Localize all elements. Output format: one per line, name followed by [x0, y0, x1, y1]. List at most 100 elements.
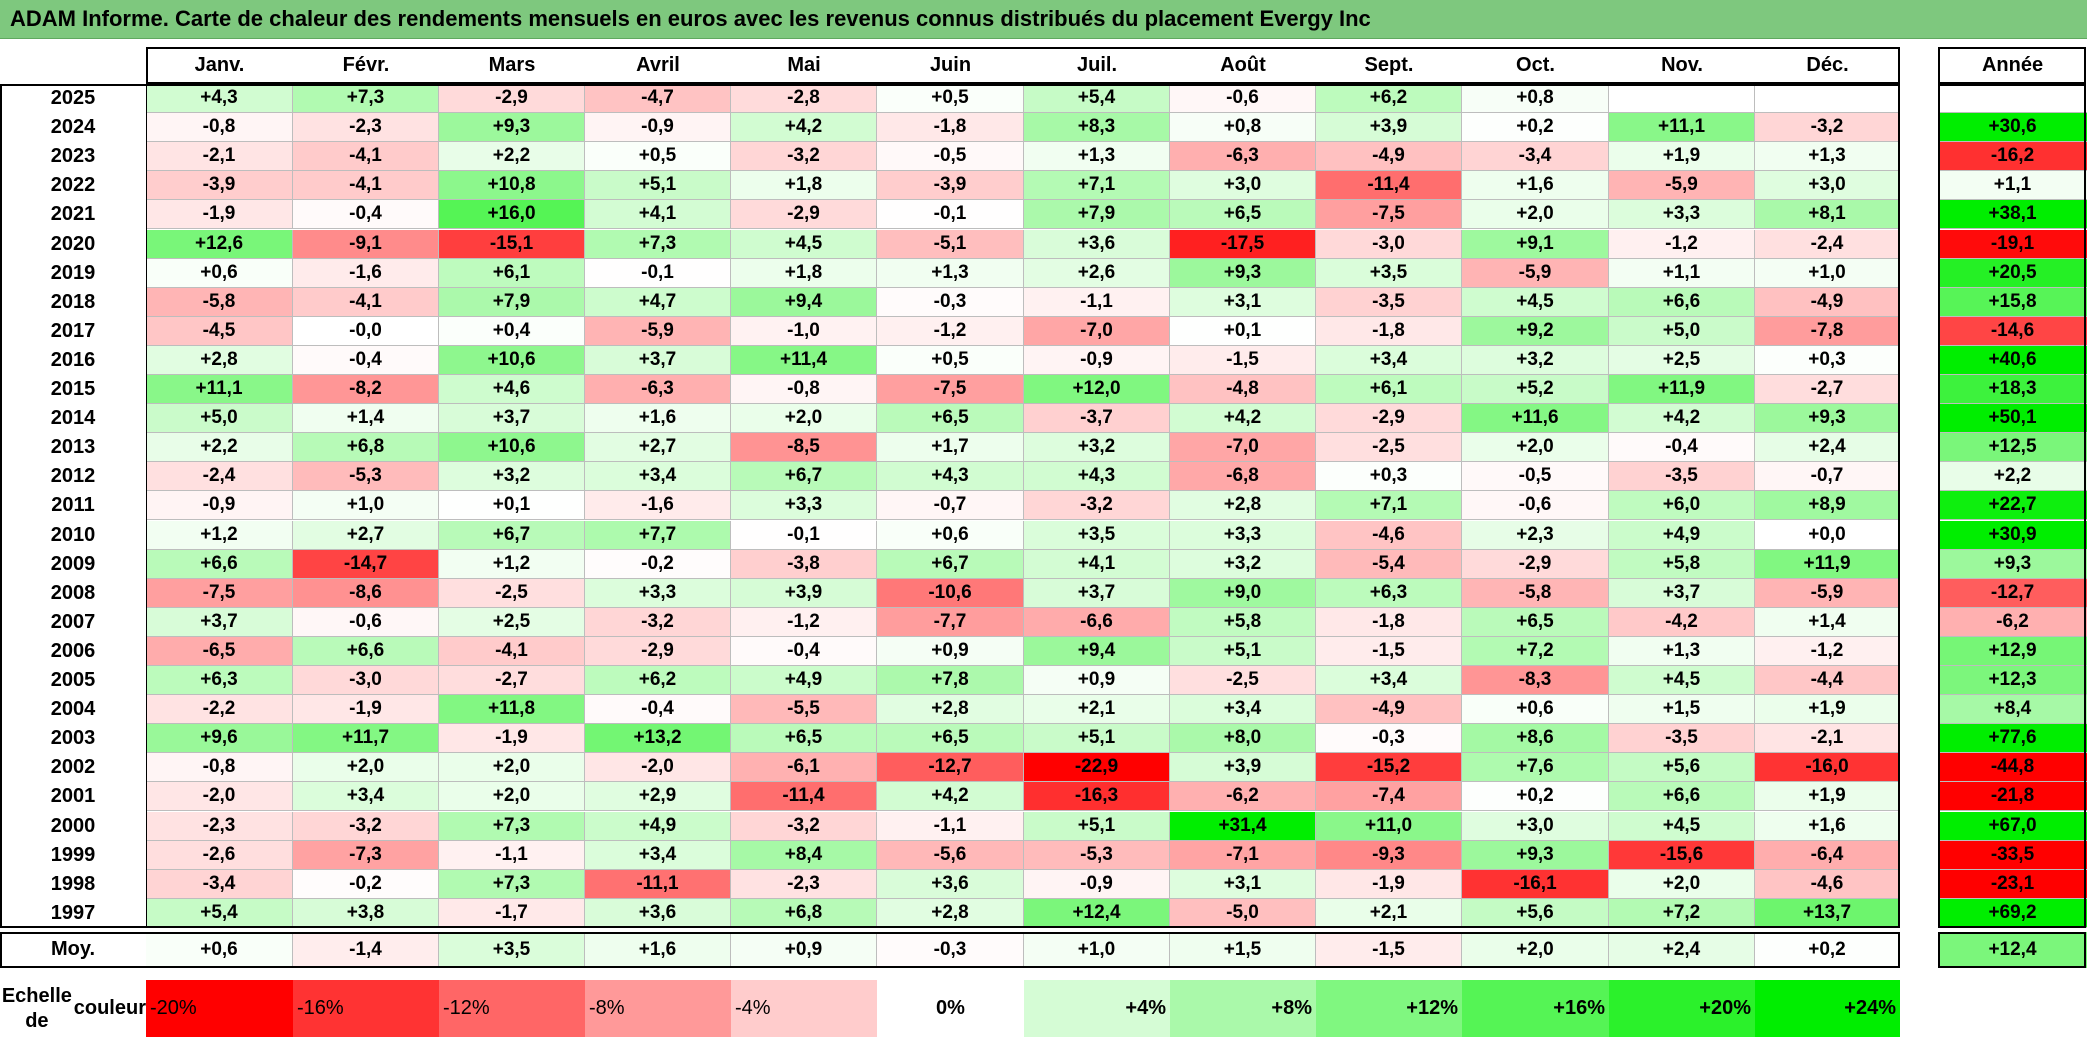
heatmap-cell: +9,3 [439, 113, 585, 143]
heatmap-cell: -6,3 [585, 375, 731, 405]
heatmap-cell: +8,0 [1170, 724, 1316, 754]
heatmap-cell: +2,9 [585, 782, 731, 812]
heatmap-cell: -0,9 [146, 491, 293, 521]
heatmap-cell: -4,9 [1755, 287, 1900, 317]
heatmap-cell: -8,5 [731, 433, 877, 463]
heatmap-cell: +10,8 [439, 171, 585, 201]
heatmap-cell: -8,2 [293, 375, 439, 405]
heatmap-cell: -1,6 [585, 491, 731, 521]
month-header: Oct. [1462, 47, 1609, 84]
heatmap-cell: +4,5 [1609, 811, 1755, 841]
year-label: 2001 [50, 785, 96, 808]
heatmap-cell: -4,7 [585, 84, 731, 114]
heatmap-cell: +9,3 [1462, 840, 1609, 870]
heatmap-cell: -7,7 [877, 607, 1024, 637]
year-label: 2014 [50, 407, 96, 430]
heatmap-cell: -6,8 [1170, 462, 1316, 492]
heatmap-cell: +1,3 [877, 258, 1024, 288]
heatmap-cell: -5,8 [1462, 578, 1609, 608]
title-bar: ADAM Informe. Carte de chaleur des rende… [0, 0, 2087, 39]
heatmap-cell: -9,1 [293, 229, 439, 259]
heatmap-cell: +4,5 [731, 229, 877, 259]
heatmap-cell: +2,8 [146, 345, 293, 375]
heatmap-cell: +0,5 [877, 345, 1024, 375]
year-column-divider [146, 84, 147, 928]
heatmap-cell: -5,1 [877, 229, 1024, 259]
heatmap-cell: +2,2 [146, 433, 293, 463]
heatmap-cell: +2,2 [439, 142, 585, 172]
heatmap-cell: +13,2 [585, 724, 731, 754]
heatmap-cell: +7,2 [1462, 636, 1609, 666]
year-label: 2019 [50, 261, 96, 284]
heatmap-cell: +2,6 [1024, 258, 1170, 288]
heatmap-cell: +2,1 [1316, 898, 1462, 928]
heatmap-cell: +4,2 [1170, 404, 1316, 434]
heatmap-cell: +9,3 [1170, 258, 1316, 288]
heatmap-cell: +3,1 [1170, 287, 1316, 317]
heatmap-cell: +4,5 [1462, 287, 1609, 317]
average-cell: +2,4 [1609, 931, 1755, 968]
heatmap-cell: -4,5 [146, 316, 293, 346]
heatmap-cell: -5,8 [146, 287, 293, 317]
heatmap-cell: -3,4 [1462, 142, 1609, 172]
heatmap-cell: -4,1 [293, 171, 439, 201]
heatmap-cell: +7,6 [1462, 753, 1609, 783]
heatmap-cell: +4,6 [439, 375, 585, 405]
heatmap-cell: -5,3 [1024, 840, 1170, 870]
annual-cell: +50,1 [1938, 404, 2087, 434]
heatmap-cell: -0,5 [1462, 462, 1609, 492]
heatmap-cell: -4,8 [1170, 375, 1316, 405]
heatmap-cell: -16,1 [1462, 869, 1609, 899]
heatmap-cell: +0,1 [439, 491, 585, 521]
heatmap-cell: +6,8 [731, 898, 877, 928]
heatmap-cell: -1,2 [1609, 229, 1755, 259]
color-scale-swatch: +20% [1609, 980, 1755, 1037]
annual-cell: +1,1 [1938, 171, 2087, 201]
heatmap-cell: +3,7 [1609, 578, 1755, 608]
heatmap-cell: +11,6 [1462, 404, 1609, 434]
heatmap-cell: +2,0 [1609, 869, 1755, 899]
heatmap-cell: -0,7 [1755, 462, 1900, 492]
heatmap-cell: -1,8 [877, 113, 1024, 143]
average-cell: -1,4 [293, 931, 439, 968]
heatmap-cell: +3,3 [731, 491, 877, 521]
year-label: 2022 [50, 174, 96, 197]
heatmap-cell: +6,2 [585, 666, 731, 696]
average-cell: -1,5 [1316, 931, 1462, 968]
month-header: Févr. [293, 47, 439, 84]
heatmap-cell: +4,7 [585, 287, 731, 317]
heatmap-cell: +5,1 [1170, 636, 1316, 666]
year-label: 2012 [50, 465, 96, 488]
annual-cell: -23,1 [1938, 869, 2087, 899]
heatmap-cell: +6,5 [1170, 200, 1316, 230]
heatmap-cell: +3,5 [1316, 258, 1462, 288]
heatmap-cell: +5,1 [1024, 724, 1170, 754]
heatmap-cell: +13,7 [1755, 898, 1900, 928]
heatmap-cell: -5,5 [731, 695, 877, 725]
heatmap-cell: -15,1 [439, 229, 585, 259]
year-label: 2017 [50, 319, 96, 342]
heatmap-cell: +1,0 [293, 491, 439, 521]
heatmap-cell: +0,2 [1462, 782, 1609, 812]
heatmap-cell: -1,9 [439, 724, 585, 754]
annual-cell: -19,1 [1938, 229, 2087, 259]
year-label: 2025 [50, 87, 96, 110]
heatmap-cell: -5,9 [1755, 578, 1900, 608]
annual-cell: +8,4 [1938, 695, 2087, 725]
month-header: Janv. [146, 47, 293, 84]
heatmap-cell: +5,0 [1609, 316, 1755, 346]
year-label: 2003 [50, 727, 96, 750]
heatmap-cell: -4,1 [293, 142, 439, 172]
average-cell: +0,2 [1755, 931, 1900, 968]
average-cell: +0,9 [731, 931, 877, 968]
heatmap-cell: -3,5 [1316, 287, 1462, 317]
heatmap-cell: +6,5 [877, 404, 1024, 434]
heatmap-cell: -6,1 [731, 753, 877, 783]
heatmap-cell: -0,6 [1462, 491, 1609, 521]
year-label: 2024 [50, 116, 96, 139]
annual-cell: +30,9 [1938, 520, 2087, 550]
heatmap-cell: -1,2 [877, 316, 1024, 346]
heatmap-cell: -4,9 [1316, 142, 1462, 172]
heatmap-cell: +7,7 [585, 520, 731, 550]
heatmap-cell: +3,1 [1170, 869, 1316, 899]
